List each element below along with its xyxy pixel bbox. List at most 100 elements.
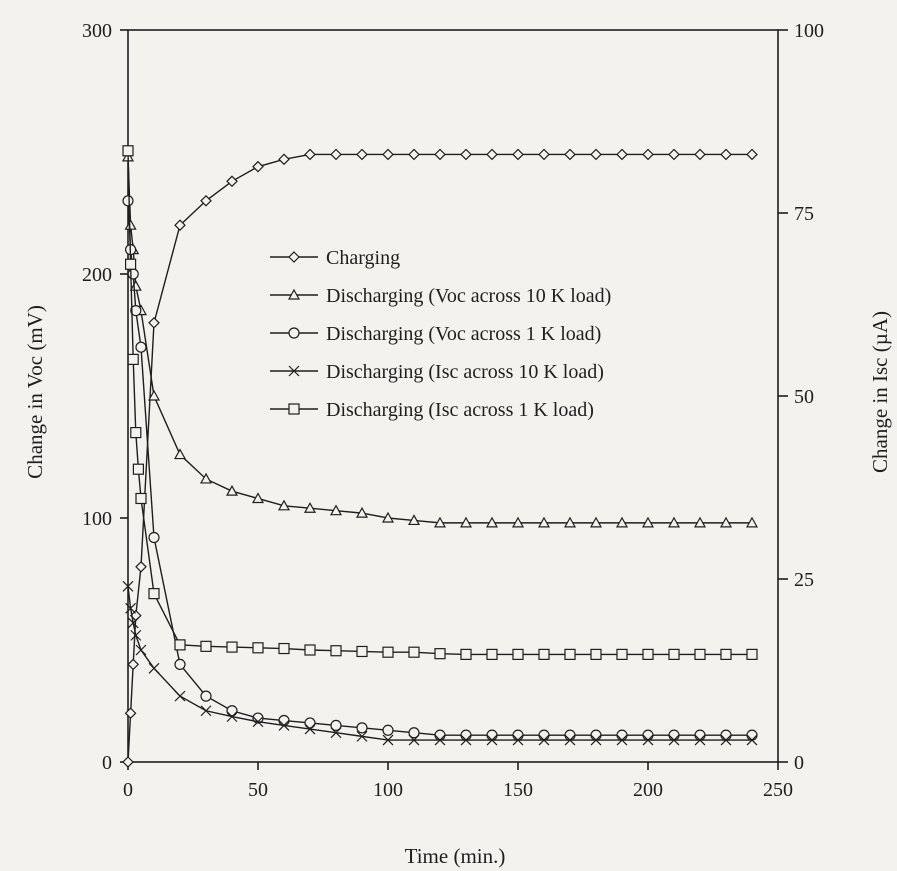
data-point (303, 502, 317, 513)
legend-swatch-marker (287, 288, 301, 300)
data-point (642, 648, 654, 660)
data-point (226, 175, 238, 188)
data-point (122, 195, 134, 207)
data-point (252, 716, 264, 728)
data-point (382, 734, 394, 746)
x-tick-label: 100 (373, 779, 403, 801)
series-layer (121, 145, 759, 768)
data-point (200, 640, 212, 652)
data-point (225, 484, 239, 496)
data-point (278, 714, 290, 727)
data-point (486, 148, 498, 161)
data-point (512, 148, 524, 161)
data-point (408, 727, 420, 739)
data-point (200, 194, 212, 207)
data-point (356, 645, 368, 658)
data-point (720, 648, 732, 660)
data-point (174, 219, 186, 232)
x-tick-label: 0 (123, 779, 133, 801)
data-point (746, 734, 758, 746)
y-tick-label-right: 75 (794, 203, 814, 225)
data-point (173, 448, 187, 460)
data-point (694, 734, 706, 746)
y-tick-label-right: 25 (794, 569, 814, 591)
data-point (486, 729, 498, 741)
data-point (668, 148, 680, 161)
data-point (537, 516, 551, 528)
data-point (693, 516, 707, 528)
data-point (226, 641, 238, 653)
legend-entry: Charging (270, 247, 400, 269)
data-point (125, 602, 137, 614)
data-point (746, 148, 758, 161)
data-point (122, 145, 134, 157)
data-point (355, 506, 369, 518)
data-point (174, 639, 186, 651)
data-point (304, 717, 316, 729)
data-point (304, 644, 316, 656)
data-point (434, 648, 446, 660)
legend-entry: Discharging (Isc across 1 K load) (270, 399, 594, 421)
data-point (616, 648, 628, 660)
data-point (226, 711, 238, 723)
series-line (127, 586, 752, 741)
data-point (200, 690, 212, 702)
data-point (122, 756, 134, 768)
data-point (590, 148, 602, 161)
data-point (135, 560, 147, 573)
data-point (132, 463, 144, 475)
data-point (278, 719, 290, 731)
data-point (174, 658, 186, 671)
x-tick-label: 250 (763, 779, 793, 801)
data-point (252, 642, 264, 654)
y-tick-label-right: 0 (794, 752, 804, 774)
legend-swatch-marker (288, 403, 300, 415)
series-cross (122, 580, 758, 746)
data-point (719, 516, 733, 528)
data-point (746, 648, 758, 660)
data-point (564, 734, 576, 746)
data-point (148, 531, 160, 544)
data-point (381, 511, 395, 523)
legend-label: Discharging (Isc across 10 K load) (326, 361, 604, 383)
data-point (720, 148, 732, 161)
data-point (538, 648, 550, 660)
data-point (564, 648, 576, 660)
legend-label: Discharging (Voc across 10 K load) (326, 285, 611, 307)
data-point (512, 729, 524, 741)
data-point (129, 279, 142, 291)
x-tick-label: 50 (248, 779, 268, 801)
data-point (745, 516, 759, 528)
data-point (590, 729, 602, 741)
data-point (278, 153, 290, 166)
legend-swatch-marker (288, 365, 300, 377)
data-point (512, 648, 524, 660)
data-point (382, 646, 394, 658)
data-point (485, 516, 499, 528)
data-point (642, 729, 654, 741)
data-point (130, 427, 142, 439)
y-tick-label-left: 0 (102, 752, 112, 774)
data-point (589, 516, 603, 528)
data-point (127, 268, 139, 280)
data-point (694, 648, 706, 660)
data-point (122, 580, 134, 592)
data-point (382, 148, 394, 161)
data-point (127, 617, 139, 629)
legend-label: Discharging (Isc across 1 K load) (326, 399, 594, 421)
y-tick-label-right: 100 (794, 20, 824, 42)
data-point (667, 516, 681, 528)
data-point (382, 724, 394, 736)
data-point (616, 729, 628, 741)
data-point (356, 148, 368, 161)
data-point (356, 730, 368, 742)
data-point (511, 516, 525, 528)
plot-frame (127, 29, 779, 763)
data-point (512, 734, 524, 746)
data-point (329, 504, 343, 516)
data-point (590, 648, 602, 660)
series-diamond (122, 148, 758, 768)
data-point (434, 148, 446, 161)
data-point (460, 734, 472, 746)
